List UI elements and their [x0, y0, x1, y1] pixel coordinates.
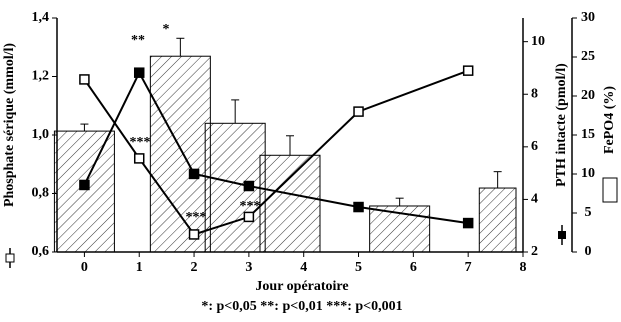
bar [53, 130, 115, 253]
x-tick-label: 7 [465, 260, 472, 275]
y2-tick-label: 6 [531, 139, 538, 154]
y3-tick-label: 20 [581, 88, 595, 103]
line [83, 70, 469, 225]
y2-tick-label: 4 [531, 192, 538, 207]
legend-marker [558, 231, 566, 239]
x-label: Jour opératoire [255, 279, 348, 294]
point [79, 179, 90, 191]
point [243, 180, 255, 192]
point [353, 201, 364, 213]
y3-tick-label: 5 [585, 205, 592, 220]
y2-tick-label: 10 [531, 34, 545, 49]
point [79, 74, 90, 85]
point [188, 168, 200, 180]
point [133, 153, 145, 164]
y3-label-group: FePO4 (%) [602, 86, 618, 203]
x-tick-label: 3 [245, 260, 252, 275]
y-label-group: Phosphate sérique (mmol/l) [2, 43, 17, 268]
point [462, 65, 474, 76]
point [353, 106, 364, 117]
bar [259, 154, 321, 253]
x-tick-label: 6 [410, 260, 417, 275]
x-tick-label: 8 [520, 260, 527, 275]
bar [149, 55, 211, 253]
bar [478, 187, 517, 253]
annotation: *** [130, 135, 151, 150]
point [462, 217, 474, 229]
y2-tick-label: 2 [531, 244, 538, 259]
y3-tick-label: 15 [581, 127, 595, 142]
y3-tick-label: 0 [585, 244, 592, 259]
y3-tick-label: 10 [581, 166, 595, 181]
y-tick-label: 0,6 [32, 244, 50, 259]
y2-label: PTH intacte (pmol/l) [554, 63, 569, 187]
y3-label: FePO4 (%) [602, 86, 617, 154]
annotation: * [163, 22, 170, 37]
x-tick-label: 0 [81, 260, 88, 275]
annotation: ** [131, 33, 145, 48]
y2-label-group: PTH intacte (pmol/l) [554, 63, 569, 245]
x-tick-label: 4 [300, 260, 307, 275]
y-tick-label: 1,4 [32, 10, 50, 25]
point [133, 67, 145, 78]
line [83, 69, 469, 236]
legend-box [602, 177, 618, 203]
y3-tick-label: 25 [581, 49, 595, 64]
footnote: *: p<0,05 **: p<0,01 ***: p<0,001 [201, 299, 402, 314]
legend-marker [5, 253, 15, 263]
y3-tick-label: 30 [581, 10, 595, 25]
y-tick-label: 1,0 [32, 127, 50, 142]
point [188, 229, 200, 240]
point [243, 211, 255, 223]
x-tick-label: 5 [355, 260, 362, 275]
x-tick-label: 2 [191, 260, 198, 275]
y-label: Phosphate sérique (mmol/l) [2, 43, 17, 207]
annotation: *** [240, 199, 261, 214]
y-tick-label: 1,2 [32, 69, 50, 84]
x-tick-label: 1 [136, 260, 143, 275]
y-tick-label: 0,8 [32, 186, 50, 201]
annotation: *** [186, 210, 207, 225]
y2-tick-label: 8 [531, 86, 538, 101]
